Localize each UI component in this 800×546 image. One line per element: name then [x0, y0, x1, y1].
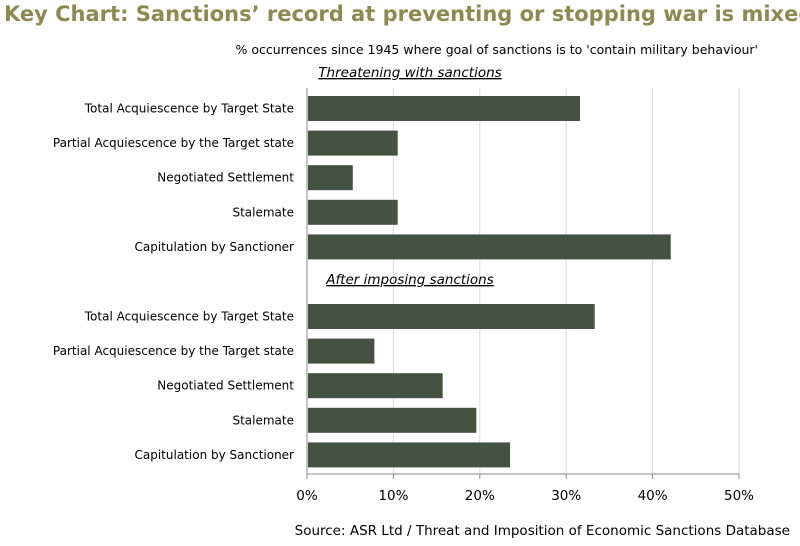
bar	[308, 199, 398, 225]
group-header: Threatening with sanctions	[318, 65, 501, 81]
x-tick-label: 50%	[724, 488, 754, 504]
category-label: Capitulation by Sanctioner	[135, 240, 295, 254]
category-label: Negotiated Settlement	[157, 171, 294, 185]
category-label: Partial Acquiescence by the Target state	[53, 136, 294, 150]
bar	[308, 165, 353, 191]
category-label: Partial Acquiescence by the Target state	[53, 344, 294, 358]
chart-title: Key Chart: Sanctions’ record at preventi…	[4, 2, 800, 26]
bar	[308, 234, 671, 260]
bar	[308, 96, 581, 121]
x-tick-label: 40%	[638, 488, 668, 504]
bar	[308, 338, 375, 364]
x-tick-label: 30%	[551, 488, 581, 504]
category-label: Total Acquiescence by Target State	[84, 310, 294, 324]
bar	[308, 130, 398, 156]
x-tick-label: 10%	[378, 488, 408, 504]
category-label: Negotiated Settlement	[157, 379, 294, 393]
category-label: Stalemate	[232, 413, 294, 427]
bar	[308, 442, 511, 468]
group-header: After imposing sanctions	[325, 272, 494, 288]
source-note: Source: ASR Ltd / Threat and Imposition …	[294, 523, 790, 539]
category-label: Total Acquiescence by Target State	[84, 102, 294, 116]
bar	[308, 407, 477, 433]
chart-subtitle: % occurrences since 1945 where goal of s…	[235, 42, 759, 57]
bar	[308, 304, 595, 329]
category-label: Capitulation by Sanctioner	[135, 448, 295, 462]
category-label: Stalemate	[232, 205, 294, 219]
x-tick-label: 0%	[296, 488, 318, 504]
bar	[308, 373, 443, 399]
x-tick-label: 20%	[465, 488, 495, 504]
